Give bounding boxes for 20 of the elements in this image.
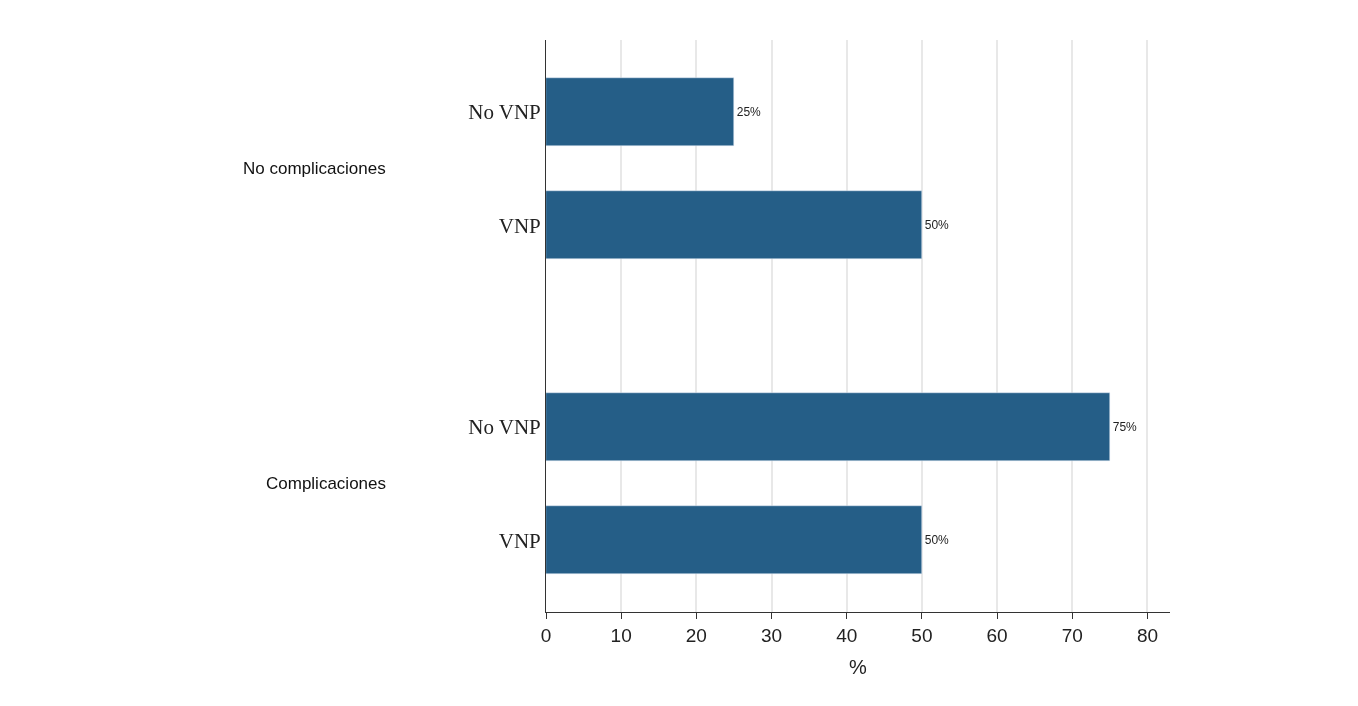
- x-tick-label: 80: [1136, 624, 1159, 646]
- x-axis-title: %: [849, 656, 868, 679]
- x-tick-label: 10: [610, 624, 632, 646]
- x-tick-label: 0: [540, 624, 552, 646]
- x-tick-label: 30: [760, 624, 783, 646]
- x-tick-label: 70: [1061, 624, 1083, 646]
- x-tick-label: 60: [986, 624, 1008, 646]
- data-label: 50%: [924, 217, 950, 232]
- data-label: 25%: [736, 104, 762, 119]
- x-tick-label: 20: [685, 624, 707, 646]
- data-label: 50%: [924, 532, 950, 547]
- x-tick-label: 50: [911, 624, 933, 646]
- y-tick-label: VNP: [498, 213, 541, 238]
- text: No complicaciones: [243, 159, 386, 178]
- data-label: 75%: [1112, 419, 1138, 434]
- y-tick-label: VNP: [498, 528, 541, 553]
- y-tick-label: No VNP: [468, 99, 541, 124]
- y-tick-label: No VNP: [468, 414, 541, 439]
- x-tick-label: 40: [836, 624, 858, 646]
- text: Complicaciones: [266, 474, 386, 493]
